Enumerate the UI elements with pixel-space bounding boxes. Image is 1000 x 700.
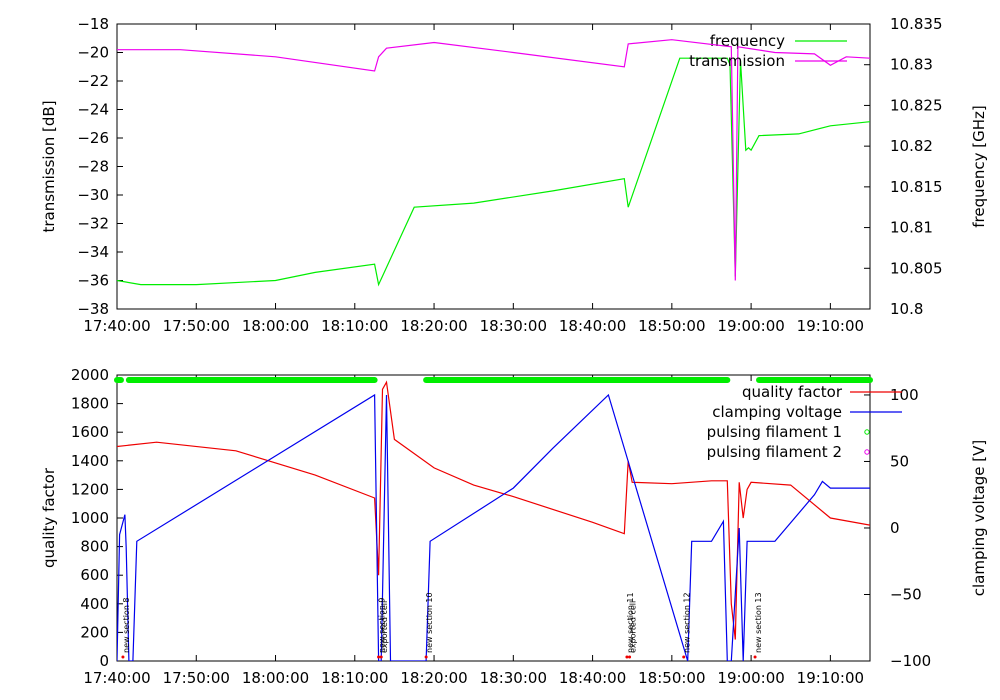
annotation-label: exported cell xyxy=(629,601,638,653)
y-tick-label: −34 xyxy=(77,243,109,261)
y2-tick-label: 10.815 xyxy=(890,178,943,196)
y-tick-label: 1000 xyxy=(71,509,109,527)
y2-tick-label: 10.81 xyxy=(890,219,933,237)
x-tick-label: 17:40:00 xyxy=(83,669,150,687)
chart-panel-1: −18 −20 −22 −24 −26 −28 −30 −32 −34 −36 −38 10.835 1… xyxy=(40,15,988,335)
annotation-label: new section 11 xyxy=(626,592,635,653)
annotation-label: new section 13 xyxy=(754,592,763,653)
y-tick-label: −36 xyxy=(77,272,109,290)
y2-tick-label: 10.83 xyxy=(890,56,933,74)
x-tick-label: 18:10:00 xyxy=(321,317,388,335)
y2-tick-label: 100 xyxy=(890,386,919,404)
chart-panel-2: 2000180016001400120010008006004002000100… xyxy=(40,366,988,687)
x-tick-label: 18:30:00 xyxy=(480,669,547,687)
legend-label: pulsing filament 1 xyxy=(707,423,842,441)
x-tick-label: 17:50:00 xyxy=(163,317,230,335)
x-tick-label: 17:50:00 xyxy=(163,669,230,687)
x-tick-label: 19:10:00 xyxy=(797,317,864,335)
y2-axis-label: frequency [GHz] xyxy=(970,105,988,227)
y-axis-label: quality factor xyxy=(40,467,58,568)
x-tick-label: 18:20:00 xyxy=(400,669,467,687)
series-frequency-line xyxy=(117,57,870,287)
y2-tick-label: 10.825 xyxy=(890,96,943,114)
y2-tick-label: 10.82 xyxy=(890,137,933,155)
y-tick-label: −24 xyxy=(77,101,109,119)
y-tick-label: 600 xyxy=(80,566,109,584)
y2-tick-label: −50 xyxy=(890,585,922,603)
x-tick-label: 17:40:00 xyxy=(83,317,150,335)
y-tick-label: 1800 xyxy=(71,395,109,413)
legend-label: transmission xyxy=(689,52,785,70)
legend-label: quality factor xyxy=(742,383,843,401)
annotation-marker xyxy=(121,655,125,659)
legend-label: clamping voltage xyxy=(712,403,842,421)
y-tick-label: 800 xyxy=(80,538,109,556)
y-tick-label: 0 xyxy=(99,652,109,670)
annotation-label: exported cell xyxy=(380,601,389,653)
annotation-marker xyxy=(377,655,381,659)
y-tick-label: 1200 xyxy=(71,480,109,498)
y2-tick-label: 10.8 xyxy=(890,300,923,318)
y2-tick-label: 50 xyxy=(890,452,909,470)
annotation-marker xyxy=(625,655,629,659)
annotation-label: new section 9 xyxy=(378,597,387,653)
y2-axis-label: clamping voltage [V] xyxy=(970,440,988,596)
y2-tick-label: 10.835 xyxy=(890,15,943,33)
legend-marker xyxy=(864,429,870,435)
y2-tick-label: 0 xyxy=(890,519,900,537)
y-tick-label: −18 xyxy=(77,15,109,33)
x-tick-label: 18:50:00 xyxy=(638,669,705,687)
x-tick-label: 18:00:00 xyxy=(242,317,309,335)
annotation-label: new section 10 xyxy=(425,592,434,653)
series-transmission-line xyxy=(117,39,870,281)
y-tick-label: 2000 xyxy=(71,366,109,384)
y-axis-label: transmission [dB] xyxy=(40,100,58,232)
x-tick-label: 18:10:00 xyxy=(321,669,388,687)
y2-tick-label: 10.805 xyxy=(890,259,943,277)
x-tick-label: 18:00:00 xyxy=(242,669,309,687)
annotation-label: new section 8 xyxy=(122,597,131,653)
y-tick-label: −26 xyxy=(77,129,109,147)
series-clamping-voltage-line xyxy=(117,393,870,661)
y-tick-label: 200 xyxy=(80,623,109,641)
x-tick-label: 18:20:00 xyxy=(400,317,467,335)
y-tick-label: −22 xyxy=(77,72,109,90)
annotation-marker xyxy=(753,655,757,659)
x-tick-label: 19:00:00 xyxy=(717,317,784,335)
annotation-marker xyxy=(379,655,383,659)
y-tick-label: −38 xyxy=(77,300,109,318)
legend-label: frequency xyxy=(710,32,785,50)
x-tick-label: 18:40:00 xyxy=(559,317,626,335)
y-tick-label: −30 xyxy=(77,186,109,204)
legend-marker xyxy=(864,449,870,455)
y-tick-label: −28 xyxy=(77,158,109,176)
annotation-marker xyxy=(682,655,686,659)
x-tick-label: 18:50:00 xyxy=(638,317,705,335)
x-tick-label: 19:10:00 xyxy=(797,669,864,687)
annotation-marker xyxy=(424,655,428,659)
y2-tick-label: −100 xyxy=(890,652,931,670)
y-tick-label: 1600 xyxy=(71,423,109,441)
y-tick-label: 1400 xyxy=(71,452,109,470)
annotation-label: new section 12 xyxy=(683,592,692,653)
annotation-marker xyxy=(628,655,632,659)
x-tick-label: 18:30:00 xyxy=(480,317,547,335)
y-tick-label: −32 xyxy=(77,215,109,233)
y-tick-label: 400 xyxy=(80,595,109,613)
x-tick-label: 19:00:00 xyxy=(717,669,784,687)
legend-label: pulsing filament 2 xyxy=(707,443,842,461)
x-tick-label: 18:40:00 xyxy=(559,669,626,687)
y-tick-label: −20 xyxy=(77,44,109,62)
